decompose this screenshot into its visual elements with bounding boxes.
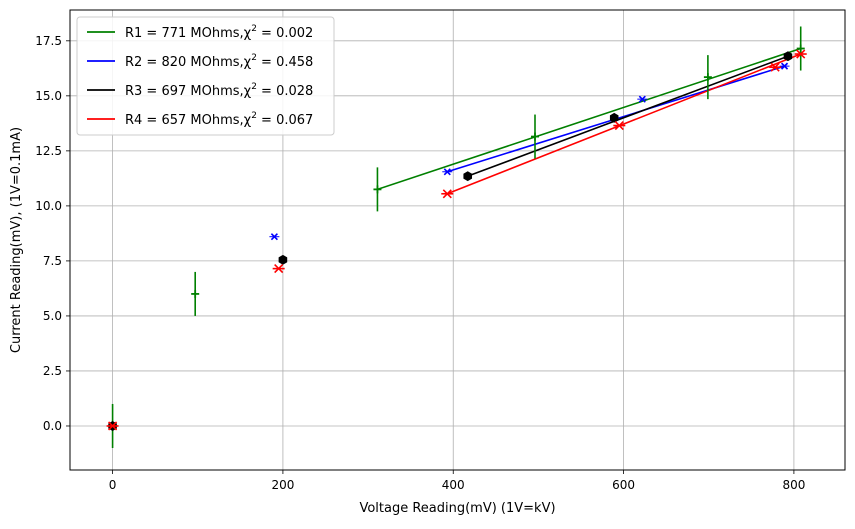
data-point — [463, 171, 473, 182]
legend-label-exp: 2 — [251, 24, 257, 34]
data-point — [637, 95, 648, 103]
data-point — [441, 189, 454, 199]
y-tick-label: 17.5 — [35, 34, 62, 48]
legend-label-chi: χ — [244, 26, 252, 41]
data-point — [191, 289, 200, 298]
data-point — [779, 62, 790, 70]
y-axis-label: Current Reading(mV), (1V=0.1mA) — [9, 127, 24, 353]
legend-label-exp: 2 — [251, 53, 257, 63]
plot-frame — [69, 9, 846, 471]
fit-line-series-4 — [446, 53, 802, 195]
data-point — [272, 264, 285, 274]
series-1-markers — [108, 26, 805, 448]
legend-label-tail: = 0.028 — [257, 84, 313, 99]
legend-label: R3 = 697 MOhms,χ2 = 0.028 — [125, 82, 313, 99]
y-tick-label: 2.5 — [43, 364, 62, 378]
legend-label-main: R2 = 820 MOhms, — [125, 55, 244, 70]
legend-label: R1 = 771 MOhms,χ2 = 0.002 — [125, 24, 313, 41]
data-point — [373, 185, 382, 194]
legend-label-exp: 2 — [251, 82, 257, 92]
y-tick-label: 12.5 — [35, 144, 62, 158]
y-tick-label: 10.0 — [35, 199, 62, 213]
y-tick-label: 7.5 — [43, 254, 62, 268]
legend-label-tail: = 0.458 — [257, 55, 313, 70]
legend-entry: R2 = 820 MOhms,χ2 = 0.458 — [87, 53, 313, 70]
legend-label: R4 = 657 MOhms,χ2 = 0.067 — [125, 111, 313, 128]
data-point — [783, 51, 793, 62]
y-tick-label: 5.0 — [43, 309, 62, 323]
legend-label-tail: = 0.002 — [257, 26, 313, 41]
fit-line-series-1 — [377, 47, 801, 191]
legend-label-chi: χ — [244, 113, 252, 128]
data-point — [609, 112, 619, 123]
legend-label: R2 = 820 MOhms,χ2 = 0.458 — [125, 53, 313, 70]
data-point — [794, 49, 807, 59]
x-tick-label: 400 — [442, 478, 465, 492]
x-tick-label: 600 — [612, 478, 635, 492]
data-point — [278, 254, 288, 265]
data-point — [442, 168, 453, 176]
legend-label-tail: = 0.067 — [257, 113, 313, 128]
x-tick-label: 800 — [782, 478, 805, 492]
data-point — [106, 421, 119, 431]
legend-label-exp: 2 — [251, 111, 257, 121]
data-point — [703, 73, 712, 82]
x-tick-label: 0 — [109, 478, 117, 492]
data-point — [796, 44, 805, 53]
y-tick-label: 0.0 — [43, 419, 62, 433]
x-axis-ticks: 0 200 400 600 800 — [109, 470, 805, 492]
legend-box — [76, 16, 335, 136]
legend-entry: R4 = 657 MOhms,χ2 = 0.067 — [87, 111, 313, 128]
x-tick-label: 200 — [271, 478, 294, 492]
y-tick-label: 15.0 — [35, 89, 62, 103]
y-axis-ticks: 0.0 2.5 5.0 7.5 10.0 12.5 15.0 17.5 — [35, 34, 70, 433]
legend-entry: R1 = 771 MOhms,χ2 = 0.002 — [87, 24, 313, 41]
legend-label-chi: χ — [244, 55, 252, 70]
series-4-markers — [106, 49, 807, 431]
data-point — [269, 233, 280, 241]
data-point — [613, 120, 626, 131]
data-point — [531, 132, 539, 141]
legend-label-chi: χ — [244, 84, 252, 99]
legend-label-main: R1 = 771 MOhms, — [125, 26, 244, 41]
data-point — [769, 62, 782, 72]
legend-entry: R3 = 697 MOhms,χ2 = 0.028 — [87, 82, 313, 99]
legend-label-main: R4 = 657 MOhms, — [125, 113, 244, 128]
legend-label-main: R3 = 697 MOhms, — [125, 84, 244, 99]
x-axis-label: Voltage Reading(mV) (1V=kV) — [359, 501, 555, 516]
data-markers — [106, 26, 807, 448]
fit-lines — [377, 47, 802, 195]
fit-line-series-3 — [467, 55, 789, 177]
